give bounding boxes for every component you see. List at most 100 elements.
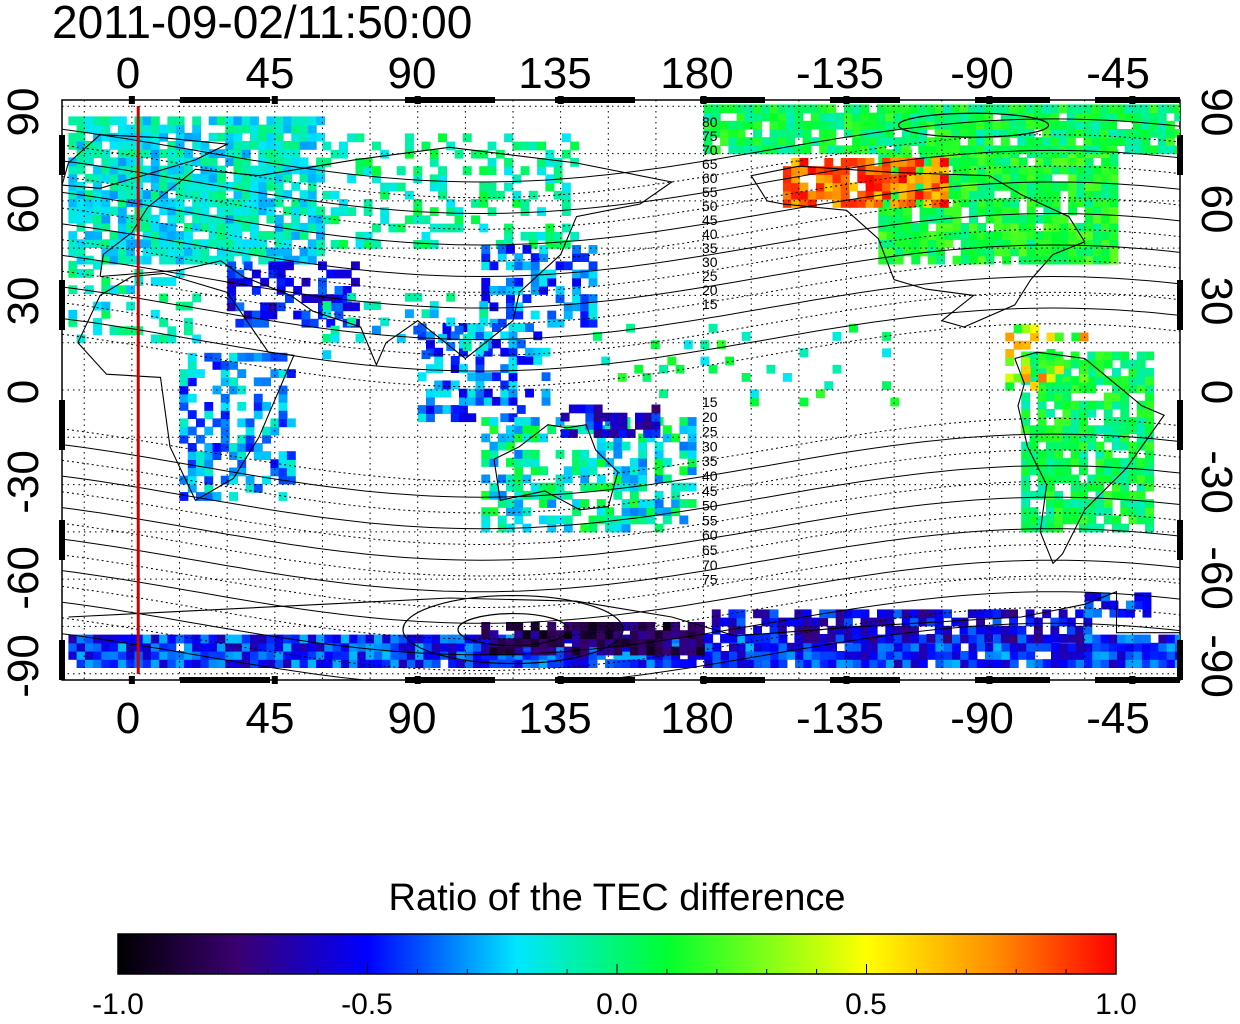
- tec-cell: [729, 642, 738, 652]
- tec-cell: [777, 145, 787, 155]
- tec-cell: [1083, 137, 1093, 146]
- tec-cell: [1042, 609, 1052, 619]
- tec-cell: [212, 418, 222, 428]
- tec-cell: [1058, 120, 1068, 130]
- tec-cell: [561, 223, 571, 233]
- tec-cell: [1035, 165, 1045, 175]
- tec-cell: [810, 137, 820, 146]
- tec-cell: [208, 255, 218, 265]
- tec-cell: [1033, 104, 1043, 114]
- tec-cell: [547, 277, 557, 287]
- tec-cell: [1066, 634, 1076, 643]
- tec-cell: [316, 247, 325, 257]
- top-tick-label: -45: [1086, 49, 1150, 98]
- tec-cell: [363, 207, 373, 216]
- tec-cell: [117, 651, 127, 660]
- tec-cell: [1001, 642, 1011, 652]
- tec-cell: [1108, 129, 1118, 138]
- tec-cell: [512, 190, 522, 200]
- tec-cell: [911, 247, 921, 257]
- tec-cell: [844, 112, 853, 122]
- tec-cell: [1117, 642, 1126, 652]
- tec-cell: [167, 214, 177, 224]
- tec-cell: [291, 124, 301, 134]
- tec-cell: [500, 388, 510, 398]
- tec-cell: [142, 634, 152, 644]
- tec-cell: [931, 174, 941, 184]
- tec-cell: [150, 116, 160, 126]
- tec-cell: [1010, 239, 1020, 249]
- tec-cell: [943, 642, 953, 652]
- tec-cell: [593, 404, 603, 414]
- tec-cell: [276, 277, 286, 287]
- tec-cell: [807, 166, 817, 175]
- tec-cell: [919, 247, 929, 257]
- tec-cell: [720, 129, 729, 138]
- tec-cell: [1076, 165, 1086, 175]
- tec-cell: [1029, 351, 1039, 361]
- tec-cell: [508, 323, 518, 332]
- tec-cell: [1050, 625, 1060, 635]
- tec-cell: [1010, 206, 1020, 216]
- tec-cell: [1066, 625, 1076, 635]
- tec-cell: [1145, 482, 1154, 492]
- tec-cell: [570, 141, 580, 151]
- tec-cell: [547, 318, 557, 328]
- tec-cell: [1133, 642, 1143, 652]
- tec-cell: [250, 642, 259, 652]
- tec-cell: [882, 381, 891, 390]
- tec-cell: [1071, 332, 1081, 342]
- tec-cell: [1084, 165, 1094, 175]
- tec-cell: [572, 277, 581, 287]
- tec-cell: [235, 302, 245, 312]
- tec-cell: [142, 116, 152, 126]
- tec-cell: [662, 646, 672, 656]
- tec-cell: [117, 255, 127, 265]
- tec-cell: [438, 223, 447, 233]
- tec-cell: [217, 634, 226, 644]
- tec-cell: [605, 507, 614, 517]
- tec-cell: [555, 449, 565, 459]
- tec-cell: [109, 141, 119, 150]
- tec-cell: [1166, 651, 1176, 660]
- tec-cell: [708, 364, 718, 374]
- tec-cell: [1075, 112, 1085, 122]
- tec-cell: [450, 405, 460, 414]
- tec-cell: [654, 507, 664, 517]
- tec-cell: [687, 433, 697, 443]
- tec-cell: [1010, 198, 1020, 208]
- tec-cell: [233, 157, 243, 167]
- tec-cell: [1018, 255, 1028, 265]
- tec-cell: [1145, 351, 1154, 361]
- tec-cell: [976, 104, 985, 114]
- tec-cell: [1067, 659, 1077, 668]
- tec-cell: [241, 206, 251, 216]
- tec-cell: [1108, 104, 1118, 114]
- tec-cell: [291, 149, 301, 158]
- tec-cell: [1112, 466, 1121, 476]
- tec-cell: [274, 124, 284, 134]
- tec-cell: [1035, 247, 1045, 257]
- tec-cell: [960, 190, 970, 199]
- tec-cell: [101, 190, 111, 199]
- tec-cell: [1166, 104, 1175, 114]
- tec-cell: [1091, 112, 1101, 122]
- tec-cell: [844, 129, 853, 138]
- left-tick-label: 60: [0, 185, 48, 234]
- magnetic-contour: [62, 465, 1180, 530]
- tec-cell: [969, 231, 978, 240]
- tec-cell: [1070, 408, 1080, 418]
- tec-cell: [555, 286, 565, 295]
- tec-cell: [936, 206, 945, 216]
- tec-cell: [902, 651, 912, 660]
- tec-cell: [1046, 523, 1055, 533]
- tec-cell: [969, 214, 978, 224]
- tec-cell: [1101, 255, 1111, 265]
- tec-cell: [442, 405, 452, 414]
- tec-cell: [852, 120, 862, 130]
- tec-cell: [783, 190, 792, 200]
- tec-cell: [919, 231, 929, 240]
- tec-cell: [159, 124, 169, 134]
- tec-cell: [985, 198, 995, 208]
- tec-cell: [753, 642, 763, 652]
